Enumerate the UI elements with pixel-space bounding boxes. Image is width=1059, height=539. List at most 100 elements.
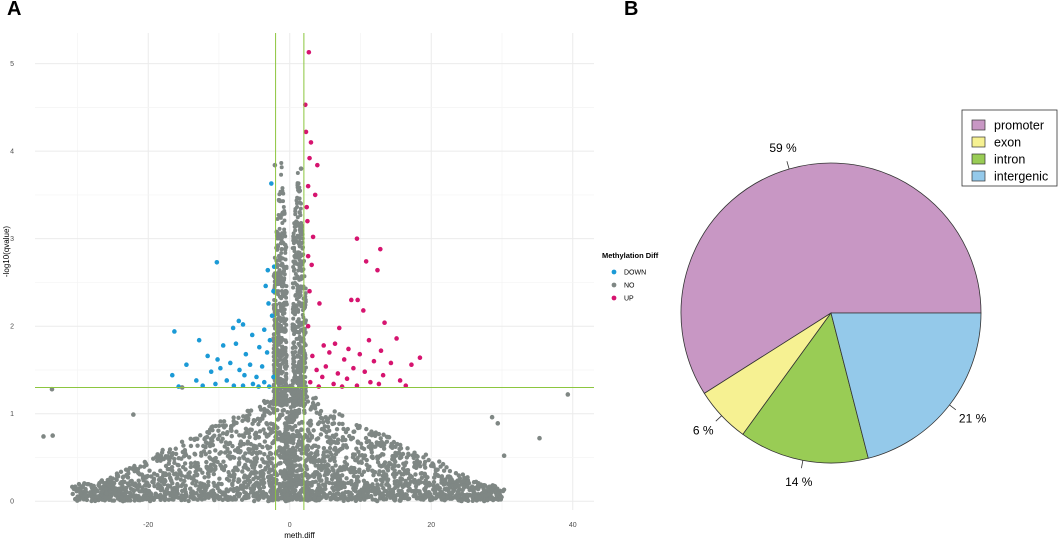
- no-point: [461, 477, 467, 483]
- no-point: [173, 451, 179, 457]
- no-point: [201, 488, 207, 494]
- no-point: [137, 496, 142, 501]
- no-point: [325, 462, 330, 467]
- no-point: [215, 486, 220, 491]
- no-point: [145, 473, 150, 479]
- no-point: [418, 492, 423, 497]
- no-point: [267, 483, 273, 488]
- no-point: [104, 486, 109, 492]
- no-point: [294, 454, 299, 460]
- no-point: [447, 478, 453, 484]
- no-point: [348, 491, 353, 496]
- no-point: [433, 486, 439, 492]
- no-point: [196, 487, 201, 492]
- no-point: [290, 472, 296, 478]
- pie-legend-label-exon: exon: [994, 136, 1021, 150]
- no-point: [381, 432, 386, 437]
- no-point: [275, 243, 280, 248]
- no-point: [192, 436, 197, 442]
- no-point: [293, 423, 298, 429]
- no-point: [381, 496, 386, 502]
- up-point: [346, 346, 351, 352]
- no-point: [282, 477, 287, 482]
- no-point: [345, 497, 351, 503]
- no-point: [92, 498, 98, 504]
- no-point: [284, 302, 289, 307]
- no-point: [412, 491, 418, 496]
- no-point: [351, 485, 357, 491]
- no-point: [291, 231, 296, 236]
- no-point: [359, 487, 364, 492]
- no-point: [471, 479, 477, 485]
- no-point: [275, 490, 280, 495]
- no-point: [359, 459, 364, 464]
- no-point: [279, 296, 284, 301]
- no-point: [292, 371, 297, 376]
- no-point: [127, 490, 133, 496]
- no-point: [216, 428, 221, 433]
- no-point: [149, 474, 154, 479]
- no-point: [299, 374, 304, 379]
- no-point: [298, 356, 303, 361]
- no-point: [170, 486, 175, 491]
- no-point: [364, 426, 369, 432]
- no-point: [363, 435, 369, 441]
- no-point: [390, 487, 396, 492]
- no-point: [280, 317, 285, 322]
- no-point: [466, 481, 472, 486]
- no-point: [413, 472, 418, 477]
- no-point: [370, 454, 375, 459]
- no-point: [362, 484, 368, 489]
- no-point: [412, 480, 417, 485]
- no-point: [366, 438, 372, 444]
- no-point: [414, 496, 420, 501]
- down-point: [196, 337, 202, 343]
- no-point: [275, 231, 280, 236]
- no-point: [118, 469, 124, 475]
- no-point: [482, 492, 488, 498]
- no-point: [392, 468, 397, 473]
- no-point: [295, 181, 300, 186]
- no-point: [430, 463, 435, 468]
- up-point: [341, 357, 347, 362]
- no-point: [291, 464, 296, 470]
- down-point: [236, 318, 242, 324]
- no-point: [194, 479, 199, 484]
- no-point: [280, 284, 285, 289]
- no-point: [142, 483, 148, 488]
- no-point: [257, 486, 263, 492]
- no-point: [375, 485, 380, 490]
- no-point: [291, 259, 296, 264]
- no-point: [304, 447, 309, 452]
- no-point: [338, 485, 343, 491]
- no-point: [439, 474, 445, 479]
- no-point: [283, 347, 288, 352]
- no-point: [301, 252, 306, 257]
- no-point: [403, 460, 409, 465]
- no-point: [229, 433, 234, 439]
- no-point: [295, 170, 300, 175]
- no-point: [337, 421, 342, 426]
- no-point: [301, 245, 306, 250]
- slice-promoter: [680, 162, 982, 394]
- no-point: [286, 496, 291, 501]
- no-point: [452, 495, 457, 500]
- no-point: [284, 284, 289, 289]
- no-point: [267, 445, 273, 450]
- no-point: [322, 424, 328, 429]
- no-point: [297, 421, 302, 426]
- no-point: [274, 352, 279, 357]
- no-point: [398, 446, 404, 451]
- no-point: [210, 438, 215, 444]
- pie-legend-box: [961, 109, 1058, 187]
- no-point: [461, 493, 466, 499]
- no-point: [301, 274, 306, 279]
- no-point: [136, 470, 141, 476]
- no-point: [236, 415, 241, 420]
- slice-intron: [742, 312, 869, 464]
- no-point: [291, 285, 296, 290]
- no-point: [311, 443, 317, 448]
- no-point: [272, 469, 277, 474]
- no-point: [249, 451, 255, 456]
- no-point: [296, 341, 301, 346]
